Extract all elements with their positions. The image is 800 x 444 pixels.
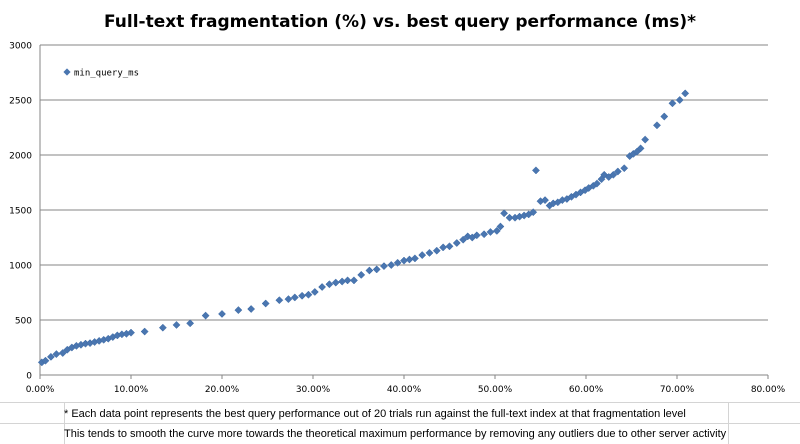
data-point [331, 278, 340, 287]
data-point [46, 352, 55, 361]
cell-gridline [0, 402, 800, 403]
data-point [425, 248, 434, 257]
data-point [172, 320, 181, 329]
data-point [140, 327, 149, 336]
data-point [387, 261, 396, 269]
data-point [400, 256, 408, 265]
data-point [410, 254, 419, 263]
x-tick-label: 40.00% [387, 385, 422, 395]
data-point [290, 293, 299, 302]
data-point [531, 166, 540, 175]
data-point [636, 144, 645, 153]
data-point [609, 170, 618, 179]
y-tick-label: 1000 [9, 262, 32, 272]
data-point [58, 349, 67, 357]
x-tick-label: 0.00% [26, 385, 55, 395]
y-tick-label: 500 [15, 317, 32, 327]
data-point [380, 262, 388, 271]
data-point [432, 246, 441, 255]
data-point [338, 277, 347, 286]
data-point [304, 290, 313, 299]
data-point [158, 323, 167, 332]
chart-area: Full-text fragmentation (%) vs. best que… [9, 12, 786, 396]
legend-label: min_query_ms [74, 69, 139, 79]
data-point [418, 251, 427, 260]
scatter-plot: 0 500 1000 1500 2000 2500 3000 0.00% 10.00% 20.00… [9, 42, 786, 396]
footnote-line-2: This tends to smooth the curve more towa… [64, 428, 727, 440]
y-tick-label: 2500 [9, 97, 32, 107]
data-point [620, 164, 629, 173]
data-point [127, 328, 135, 337]
data-point [541, 196, 550, 205]
data-point [439, 243, 448, 252]
chart-title: Full-text fragmentation (%) vs. best que… [104, 12, 696, 32]
data-point [653, 121, 661, 130]
data-point [247, 305, 256, 313]
data-point [675, 96, 684, 104]
data-point [372, 265, 381, 274]
data-point [668, 99, 677, 108]
data-point [234, 306, 243, 315]
x-tick-label: 30.00% [296, 385, 331, 395]
data-point [275, 296, 284, 305]
data-point [405, 255, 414, 264]
data-point [529, 208, 538, 217]
data-point [500, 209, 509, 218]
data-point [472, 231, 481, 240]
data-point [505, 213, 514, 222]
data-point [318, 283, 327, 291]
data-point [343, 276, 352, 285]
y-tick-label: 3000 [9, 42, 32, 52]
data-point [218, 309, 226, 318]
y-tick-label: 0 [26, 372, 32, 382]
data-point [41, 356, 50, 365]
data-point [486, 228, 495, 236]
data-point [261, 299, 270, 308]
y-tick-label: 1500 [9, 207, 32, 217]
x-tick-label: 50.00% [478, 385, 513, 395]
x-tick-label: 70.00% [660, 385, 695, 395]
x-tick-label: 80.00% [751, 385, 786, 395]
data-point [600, 170, 609, 179]
data-point [452, 239, 461, 247]
x-tick-label: 20.00% [205, 385, 240, 395]
x-tick-label: 60.00% [569, 385, 604, 395]
cell-gridline [64, 402, 65, 444]
data-point [681, 89, 690, 98]
legend-marker [63, 68, 71, 76]
data-point [325, 280, 334, 289]
cell-gridline [728, 402, 729, 444]
data-point [480, 230, 489, 239]
data-point [492, 226, 501, 235]
data-point [496, 222, 505, 231]
data-point [298, 291, 307, 300]
data-point [365, 266, 374, 275]
x-tick-label: 10.00% [114, 385, 149, 395]
data-point [52, 350, 61, 359]
y-tick-label: 2000 [9, 152, 32, 162]
data-point [641, 135, 650, 144]
data-point [592, 179, 601, 188]
data-point [186, 319, 195, 328]
data-point [613, 167, 622, 176]
data-point [393, 258, 402, 267]
data-point [459, 235, 468, 244]
data-point [284, 295, 293, 304]
data-point [357, 270, 366, 279]
cell-gridline [0, 423, 800, 424]
data-point [310, 287, 319, 296]
data-point [660, 112, 669, 121]
data-point [201, 311, 210, 320]
data-point [445, 242, 454, 251]
data-point [349, 276, 358, 285]
footnote-line-1: * Each data point represents the best qu… [64, 408, 686, 420]
